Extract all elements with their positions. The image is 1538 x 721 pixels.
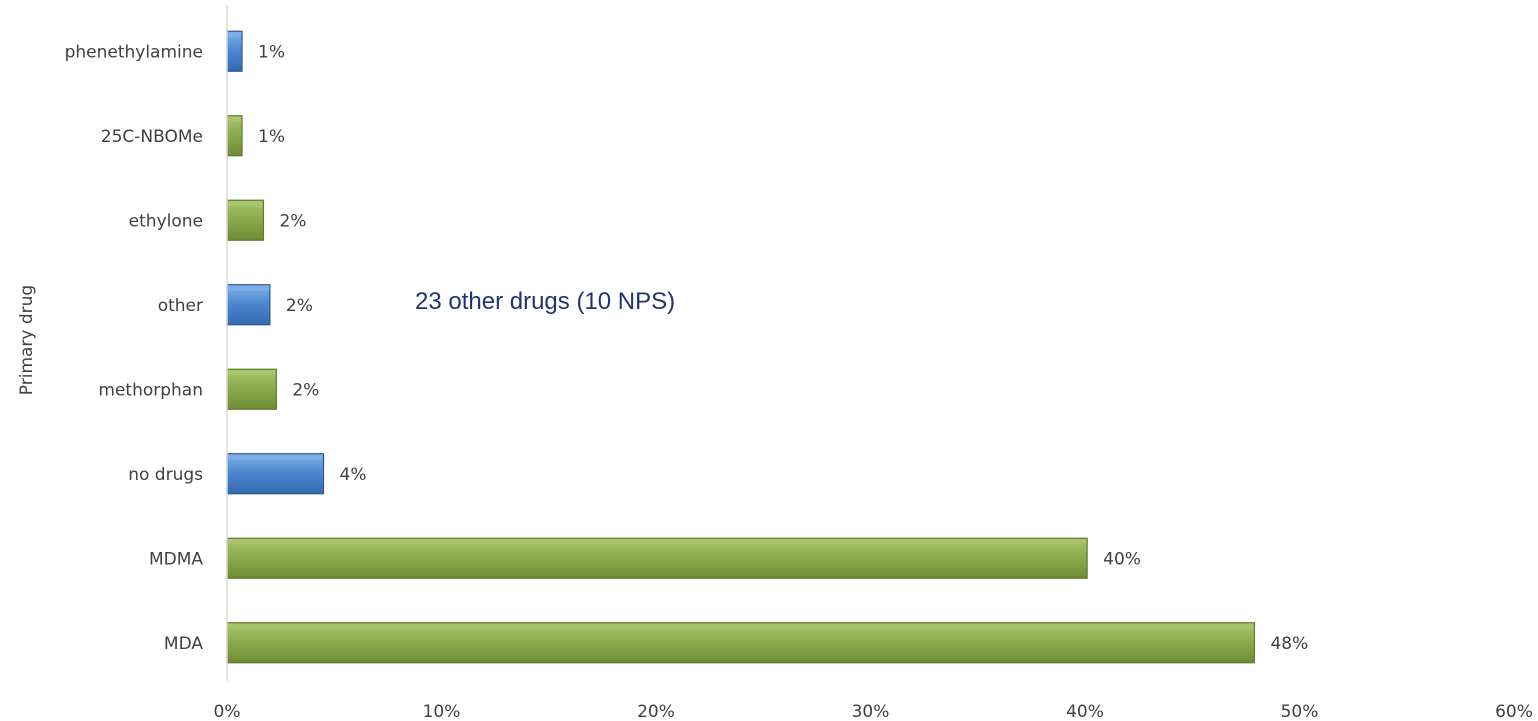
bars-group [226,30,1256,664]
bar-highlight [228,116,242,122]
category-label: other [158,296,203,316]
bar-highlight [228,370,276,376]
bar-mda [226,622,1256,664]
category-label: phenethylamine [65,42,203,62]
x-tick-label: 60% [1495,702,1533,721]
bar-highlight [228,454,323,460]
x-tick-label: 10% [423,702,461,721]
data-label: 48% [1270,634,1308,654]
bar-highlight [228,32,242,38]
y-axis-title: Primary drug [17,285,37,395]
bar-no-drugs [226,453,325,495]
x-tick-label: 0% [214,702,241,721]
category-label: ethylone [129,211,203,231]
data-label: 2% [279,211,306,231]
data-label: 1% [258,127,285,147]
bar-methorphan [226,368,277,410]
x-tick-label: 40% [1066,702,1104,721]
category-label: no drugs [128,465,203,485]
data-label: 2% [286,296,313,316]
data-label: 4% [340,465,367,485]
value-labels: 48% 40% 4% 2% 2% 2% 1% 1% [258,42,1308,654]
bar-highlight [228,285,269,291]
annotation-note: 23 other drugs (10 NPS) [415,288,675,315]
bar-mdma [226,537,1088,579]
data-label: 2% [292,380,319,400]
bar-highlight [228,201,263,207]
data-label: 40% [1103,549,1141,569]
category-label: methorphan [98,380,203,400]
category-label: MDA [164,634,203,654]
data-label: 1% [258,42,285,62]
bar-other [226,284,271,326]
category-label: 25C-NBOMe [101,127,203,147]
x-tick-label: 30% [852,702,890,721]
category-labels: MDA MDMA no drugs methorphan other ethylone 25… [65,42,204,654]
x-tick-labels: 0% 10% 20% 30% 40% 50% 60% [214,702,1533,721]
category-label: MDMA [149,549,203,569]
x-tick-label: 50% [1281,702,1319,721]
bar-highlight [228,539,1087,545]
bar-highlight [228,623,1254,629]
x-tick-label: 20% [637,702,675,721]
